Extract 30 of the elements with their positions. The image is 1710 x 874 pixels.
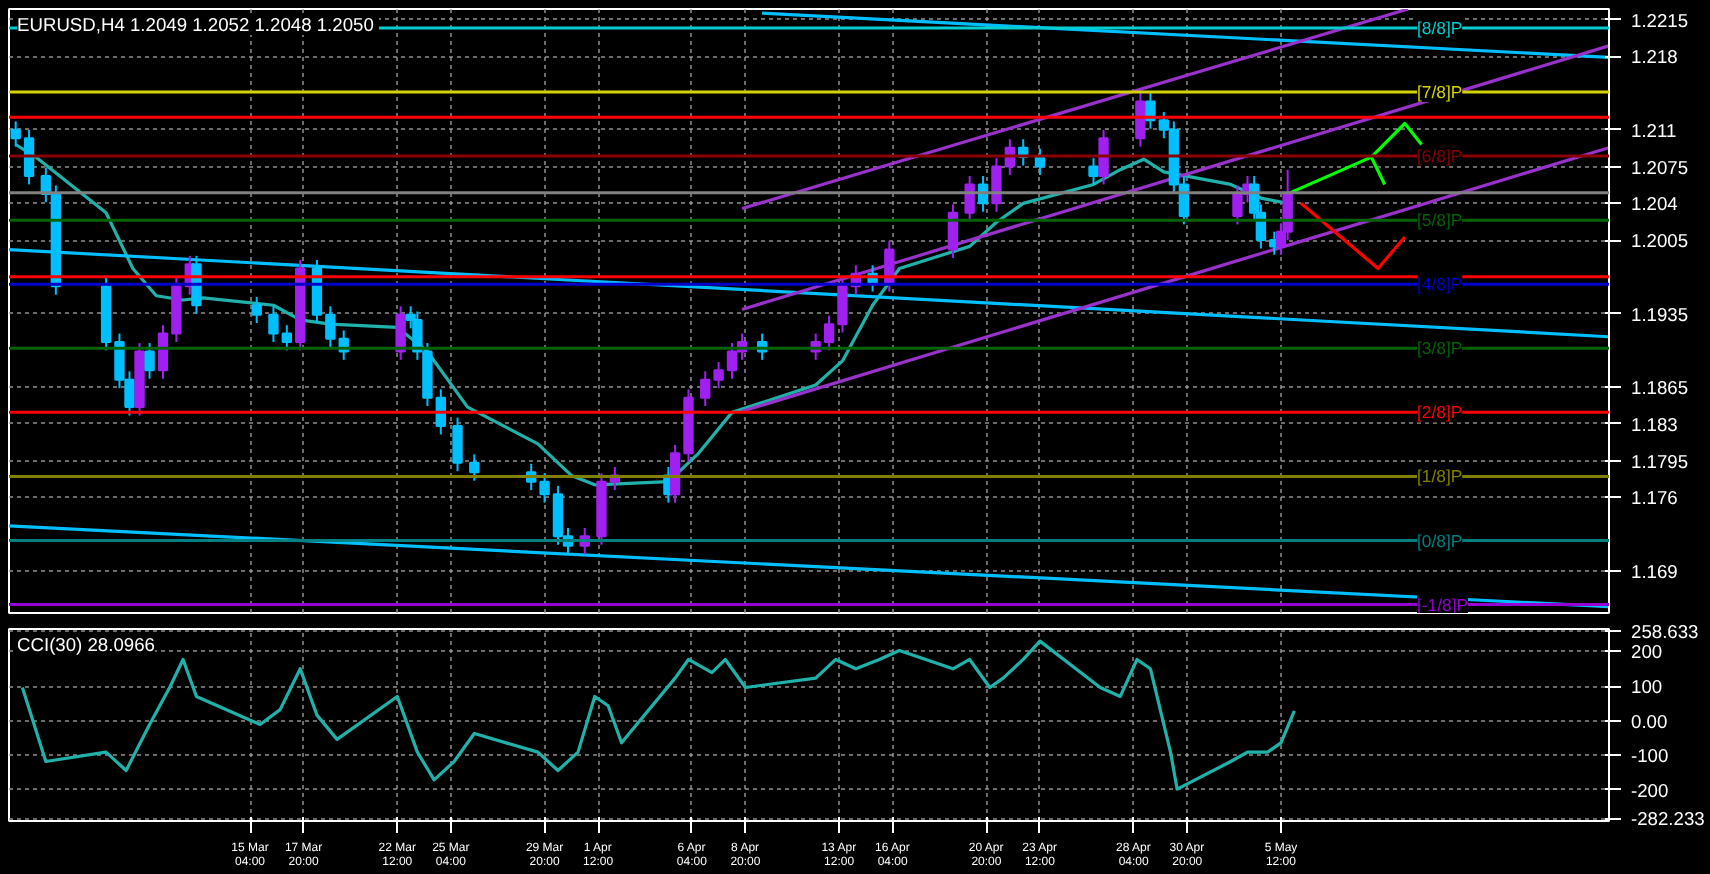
ref-line-label: [3/8]P bbox=[1417, 338, 1463, 359]
y-tick-label: -100 bbox=[1631, 746, 1669, 767]
ref-line-label: [5/8]P bbox=[1417, 210, 1463, 231]
ref-line-label: [7/8]P bbox=[1417, 81, 1463, 102]
y-tick-label: 1.1795 bbox=[1631, 451, 1689, 472]
chart-title: CCI(30) 28.0966 bbox=[17, 635, 155, 655]
y-tick-label: 1.169 bbox=[1631, 561, 1678, 582]
y-tick-label: 1.183 bbox=[1631, 414, 1678, 435]
ref-line-label: [8/8]P bbox=[1417, 17, 1463, 38]
y-tick-label: 0.00 bbox=[1631, 711, 1668, 732]
ref-line-label: [1/8]P bbox=[1417, 466, 1463, 487]
ref-line-label: [4/8]P bbox=[1417, 274, 1463, 295]
y-tick-label: 1.2075 bbox=[1631, 157, 1689, 178]
chart-title: EURUSD,H4 1.2049 1.2052 1.2048 1.2050 bbox=[17, 15, 374, 35]
y-tick-label: 100 bbox=[1631, 677, 1663, 698]
y-tick-label: 1.204 bbox=[1631, 194, 1678, 215]
y-tick-label: -282.233 bbox=[1631, 809, 1705, 830]
y-tick-label: 1.2005 bbox=[1631, 231, 1689, 252]
y-tick-label: 1.1865 bbox=[1631, 378, 1689, 399]
y-tick-label: 200 bbox=[1631, 642, 1663, 663]
y-tick-label: 1.211 bbox=[1631, 120, 1677, 141]
ref-line-label: [0/8]P bbox=[1417, 530, 1463, 551]
y-tick-label: 1.176 bbox=[1631, 488, 1678, 509]
y-tick-label: 258.633 bbox=[1631, 622, 1699, 643]
y-tick-label: 1.2215 bbox=[1631, 10, 1689, 31]
ref-line-label: [6/8]P bbox=[1417, 146, 1463, 167]
y-tick-label: 1.218 bbox=[1631, 47, 1678, 68]
y-tick-label: -200 bbox=[1631, 780, 1669, 801]
ref-line-label: [2/8]P bbox=[1417, 402, 1463, 423]
y-tick-label: 1.1935 bbox=[1631, 304, 1689, 325]
